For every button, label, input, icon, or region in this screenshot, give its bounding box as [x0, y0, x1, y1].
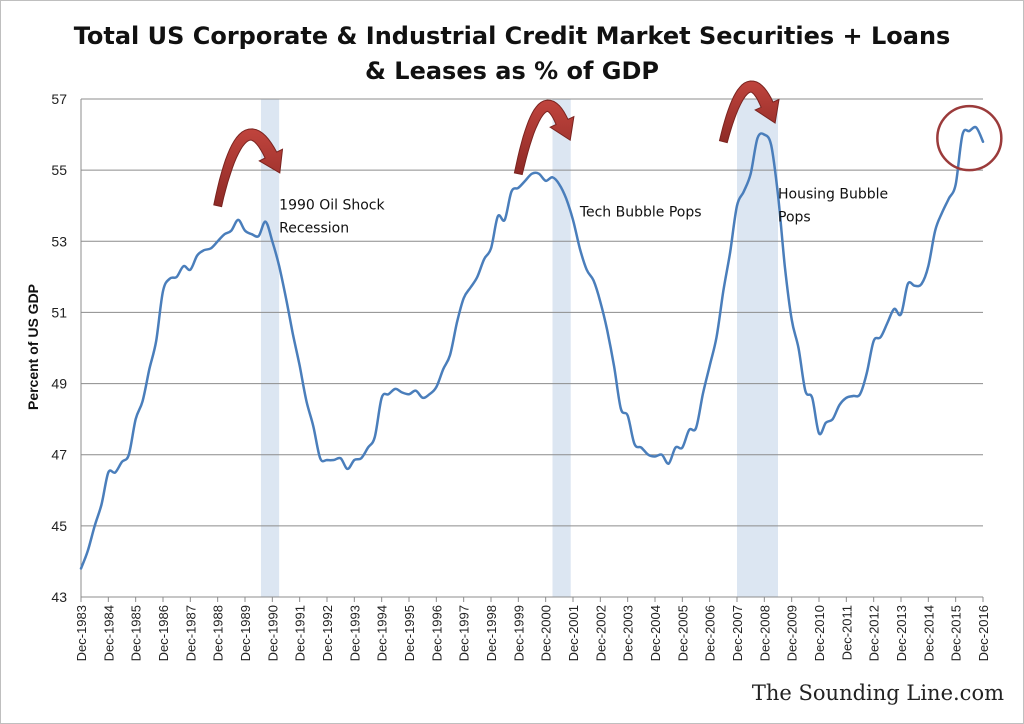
- recession-bands: [260, 99, 778, 597]
- annotation-2-line-1: Pops: [778, 210, 811, 226]
- peak-arrow-1: [513, 99, 575, 176]
- x-tick-label: Dec-1992: [320, 605, 335, 661]
- x-tick-label: Dec-1988: [211, 605, 226, 661]
- recession-band-1: [552, 99, 571, 597]
- x-tick-label: Dec-2001: [566, 605, 581, 661]
- x-tick-label: Dec-1993: [347, 605, 362, 661]
- annotation-2-line-0: Housing Bubble: [778, 187, 888, 203]
- x-tick-label: Dec-1983: [74, 605, 89, 661]
- y-axis-label: Percent of US GDP: [25, 284, 41, 410]
- x-tick-label: Dec-1987: [183, 605, 198, 661]
- y-tick-label: 45: [51, 518, 67, 534]
- peak-arrow-0: [213, 128, 284, 208]
- x-tick-label: Dec-2009: [785, 605, 800, 661]
- x-tick-label: Dec-1996: [429, 605, 444, 661]
- highlight-circle: [936, 104, 1003, 172]
- x-tick-label: Dec-1986: [156, 605, 171, 661]
- recession-band-0: [260, 99, 280, 597]
- x-tick-label: Dec-1984: [101, 605, 116, 661]
- x-tick-label: Dec-2003: [621, 605, 636, 661]
- y-tick-label: 49: [51, 376, 67, 392]
- x-tick-label: Dec-1998: [484, 605, 499, 661]
- x-tick-label: Dec-2011: [839, 605, 854, 660]
- annotation-0-line-1: Recession: [279, 220, 349, 236]
- x-tick-label: Dec-2014: [921, 605, 936, 661]
- x-tick-label: Dec-1985: [129, 605, 144, 661]
- x-tick-label: Dec-2006: [703, 605, 718, 661]
- x-tick-label: Dec-2007: [730, 605, 745, 661]
- x-tick-label: Dec-2013: [894, 605, 909, 661]
- x-tick-label: Dec-1991: [293, 605, 308, 661]
- y-tick-label: 53: [51, 233, 67, 249]
- chart-title-line-2: & Leases as % of GDP: [365, 57, 659, 85]
- x-tick-label: Dec-2010: [812, 605, 827, 661]
- y-tick-label: 43: [51, 589, 67, 605]
- peak-arrow-2: [718, 80, 780, 144]
- series-line-0: [79, 125, 985, 570]
- x-tick-label: Dec-1999: [511, 605, 526, 661]
- y-tick-label: 57: [51, 91, 67, 107]
- x-tick-label: Dec-1997: [457, 605, 472, 661]
- x-tick-label: Dec-2008: [757, 605, 772, 661]
- credit-watermark: The Sounding Line.com: [752, 681, 1004, 705]
- y-tick-label: 47: [51, 447, 67, 463]
- x-tick-label: Dec-2012: [867, 605, 882, 661]
- series-layer: [79, 125, 985, 570]
- x-tick-label: Dec-2000: [539, 605, 554, 661]
- recession-band-2: [737, 99, 778, 597]
- annotation-0-line-0: 1990 Oil Shock: [279, 197, 385, 213]
- x-tick-label: Dec-2004: [648, 605, 663, 661]
- x-tick-label: Dec-2015: [949, 605, 964, 661]
- x-tick-label: Dec-1995: [402, 605, 417, 661]
- x-tick-label: Dec-2005: [675, 605, 690, 661]
- annotations: 1990 Oil Shock Recession Tech Bubble Pops H…: [279, 187, 888, 237]
- x-tick-label: Dec-1990: [265, 605, 280, 661]
- x-axis-ticks: Dec-1983 Dec-1984 Dec-1985 Dec-1986 Dec-1987…: [74, 597, 991, 661]
- x-tick-label: Dec-2016: [976, 605, 991, 661]
- y-tick-label: 55: [51, 162, 67, 178]
- x-tick-label: Dec-1989: [238, 605, 253, 661]
- x-tick-label: Dec-1994: [375, 605, 390, 661]
- x-tick-label: Dec-2002: [593, 605, 608, 661]
- annotation-1-line-0: Tech Bubble Pops: [579, 204, 702, 220]
- chart-title-line-1: Total US Corporate & Industrial Credit M…: [74, 22, 951, 50]
- y-axis-ticks: 43 45 47 49 51 53 55 57: [51, 91, 67, 605]
- y-tick-label: 51: [51, 304, 67, 320]
- peak-arrows: [213, 80, 1003, 208]
